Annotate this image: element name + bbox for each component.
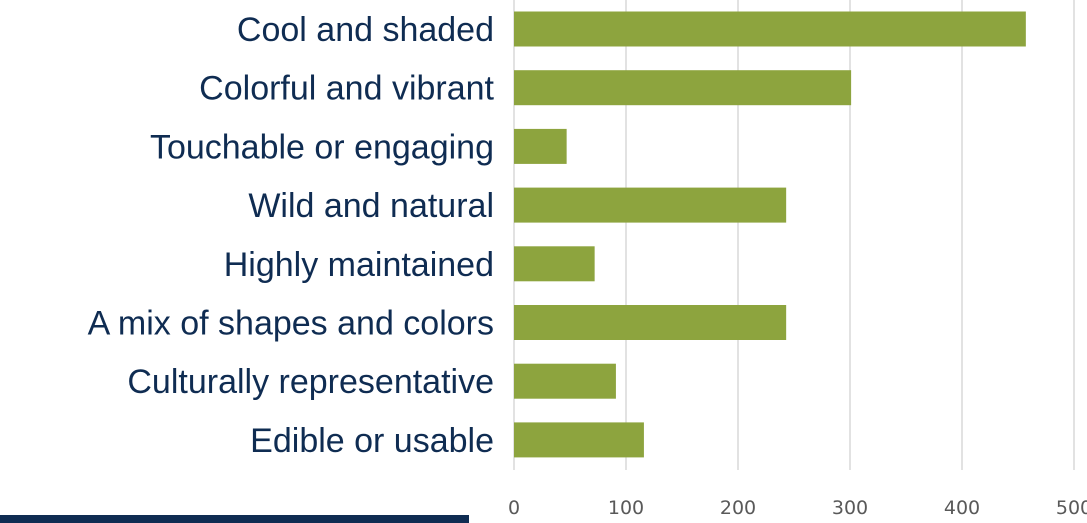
category-label-5: Highly maintained bbox=[224, 246, 494, 284]
category-label-1: Cool and shaded bbox=[237, 11, 494, 49]
bar-8 bbox=[514, 422, 644, 458]
category-label-6: A mix of shapes and colors bbox=[88, 305, 494, 343]
x-tick-label-300: 300 bbox=[832, 497, 868, 519]
category-label-4: Wild and natural bbox=[248, 187, 494, 225]
x-tick-label-500: 500 bbox=[1056, 497, 1087, 519]
category-label-2: Colorful and vibrant bbox=[199, 70, 494, 108]
category-labels: Cool and shaded Colorful and vibrant Touch… bbox=[88, 11, 495, 460]
category-label-3: Touchable or engaging bbox=[150, 128, 494, 166]
category-label-8: Edible or usable bbox=[250, 422, 494, 460]
x-axis-tick-labels: 0 100 200 300 400 500 bbox=[508, 497, 1087, 519]
bar-3 bbox=[514, 128, 567, 164]
bar-6 bbox=[514, 305, 787, 340]
x-tick-label-400: 400 bbox=[944, 497, 980, 519]
footer-accent-bar bbox=[0, 515, 469, 523]
category-label-7: Culturally representative bbox=[127, 363, 494, 401]
bar-5 bbox=[514, 246, 595, 282]
x-tick-label-0: 0 bbox=[508, 497, 520, 519]
x-tick-label-200: 200 bbox=[720, 497, 756, 519]
x-tick-label-100: 100 bbox=[608, 497, 644, 519]
bars bbox=[514, 11, 1026, 458]
bar-2 bbox=[514, 70, 852, 106]
bar-1 bbox=[514, 11, 1026, 47]
bar-4 bbox=[514, 187, 787, 223]
bar-7 bbox=[514, 363, 616, 399]
